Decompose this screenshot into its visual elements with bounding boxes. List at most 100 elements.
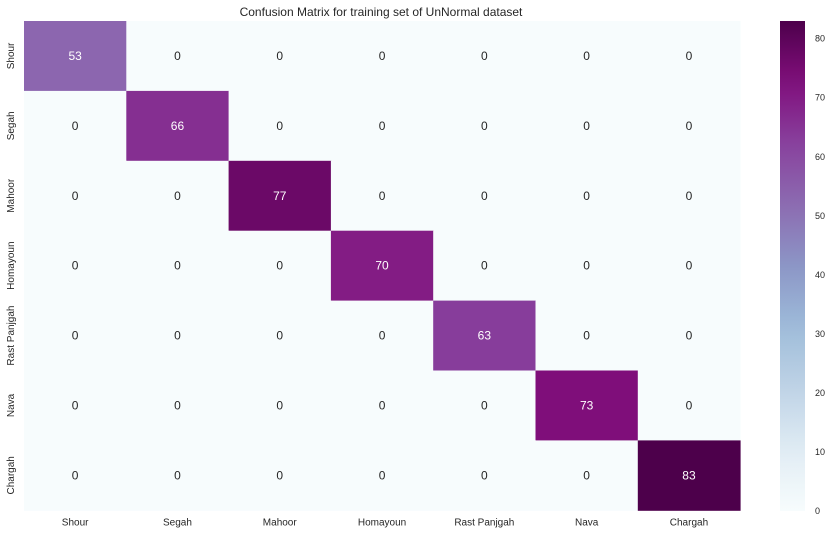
cell-value-label: 0 bbox=[686, 49, 693, 63]
cell-value-label: 0 bbox=[72, 259, 79, 273]
cell-value-label: 0 bbox=[174, 189, 181, 203]
heatmap-cell bbox=[535, 300, 639, 371]
cell-value-label: 0 bbox=[276, 398, 283, 412]
cell-value-label: 0 bbox=[174, 49, 181, 63]
cell-value-label: 0 bbox=[686, 398, 693, 412]
cell-value-label: 0 bbox=[686, 259, 693, 273]
cell-value-label: 0 bbox=[72, 189, 79, 203]
colorbar-tick-label: 80 bbox=[815, 34, 825, 44]
heatmap-cell bbox=[535, 230, 639, 302]
heatmap-cell bbox=[637, 90, 741, 162]
cell-value-label: 0 bbox=[379, 329, 386, 343]
colorbar-tick-label: 0 bbox=[815, 506, 820, 516]
cell-value-label: 0 bbox=[72, 329, 79, 343]
heatmap-cell bbox=[433, 230, 536, 302]
heatmap-cell bbox=[637, 160, 741, 232]
cell-value-label: 0 bbox=[379, 119, 386, 133]
heatmap-cell bbox=[126, 370, 230, 441]
y-tick-label: Shour bbox=[6, 42, 17, 69]
cell-value-label: 70 bbox=[375, 259, 389, 273]
heatmap-cell bbox=[126, 230, 230, 302]
heatmap-cell bbox=[535, 160, 639, 232]
heatmap-cell bbox=[535, 90, 639, 162]
cell-value-label: 0 bbox=[686, 329, 693, 343]
cell-value-label: 63 bbox=[478, 329, 492, 343]
heatmap-cell bbox=[637, 300, 741, 371]
cell-value-label: 0 bbox=[481, 398, 488, 412]
cell-value-label: 0 bbox=[583, 49, 590, 63]
heatmap-cell bbox=[126, 90, 230, 162]
cell-value-label: 0 bbox=[174, 329, 181, 343]
heatmap-cell bbox=[433, 300, 536, 371]
cell-value-label: 0 bbox=[379, 398, 386, 412]
heatmap-cell bbox=[126, 300, 230, 371]
cell-value-label: 0 bbox=[379, 189, 386, 203]
cell-value-label: 0 bbox=[583, 189, 590, 203]
y-tick-label: Rast Panjgah bbox=[6, 306, 17, 366]
heatmap-cell bbox=[24, 21, 127, 92]
heatmap-cell bbox=[637, 230, 741, 302]
heatmap-cell bbox=[637, 440, 741, 511]
cell-value-label: 0 bbox=[72, 119, 79, 133]
y-tick-label: Homayoun bbox=[6, 241, 17, 289]
cell-value-label: 66 bbox=[171, 119, 185, 133]
cell-value-label: 0 bbox=[276, 329, 283, 343]
heatmap-cell bbox=[433, 370, 536, 441]
heatmap-cell bbox=[535, 21, 639, 92]
cell-value-label: 0 bbox=[481, 49, 488, 63]
heatmap-cell bbox=[24, 230, 127, 302]
cell-value-label: 0 bbox=[276, 119, 283, 133]
heatmap-cell bbox=[24, 90, 127, 162]
x-tick-label: Rast Panjgah bbox=[454, 517, 514, 528]
heatmap-cell bbox=[228, 90, 332, 162]
cell-value-label: 0 bbox=[379, 49, 386, 63]
cell-value-label: 0 bbox=[174, 259, 181, 273]
heatmap-cell bbox=[433, 160, 536, 232]
heatmap-cell bbox=[433, 90, 536, 162]
cell-value-label: 83 bbox=[682, 468, 696, 482]
x-tick-labels: Shour Segah Mahoor Homayoun Rast Panjgah Nava… bbox=[62, 517, 708, 528]
heatmap-cell bbox=[228, 300, 332, 371]
heatmap-cell bbox=[126, 160, 230, 232]
colorbar-gradient bbox=[780, 21, 805, 511]
cell-value-label: 0 bbox=[174, 398, 181, 412]
heatmap-cell bbox=[24, 440, 127, 511]
cell-value-label: 0 bbox=[481, 119, 488, 133]
heatmap-cell bbox=[330, 300, 434, 371]
heatmap-cell bbox=[637, 370, 741, 441]
heatmap-cell bbox=[637, 21, 741, 92]
cell-value-label: 0 bbox=[583, 468, 590, 482]
cell-value-label: 0 bbox=[583, 329, 590, 343]
heatmap-cell bbox=[24, 300, 127, 371]
cell-value-label: 0 bbox=[686, 189, 693, 203]
heatmap-cell bbox=[330, 160, 434, 232]
cell-value-label: 0 bbox=[583, 119, 590, 133]
heatmap-cell bbox=[24, 370, 127, 441]
x-tick-label: Nava bbox=[575, 517, 599, 528]
heatmap-cell bbox=[228, 160, 332, 232]
heatmap-cell bbox=[330, 230, 434, 302]
cell-value-label: 73 bbox=[580, 398, 594, 412]
cell-value-label: 0 bbox=[379, 468, 386, 482]
cell-value-label: 0 bbox=[481, 468, 488, 482]
colorbar-tick-label: 10 bbox=[815, 447, 825, 457]
x-tick-label: Segah bbox=[163, 517, 192, 528]
cell-value-label: 0 bbox=[174, 468, 181, 482]
colorbar-tick-label: 60 bbox=[815, 152, 825, 162]
cell-value-label: 0 bbox=[72, 398, 79, 412]
cell-value-label: 0 bbox=[276, 49, 283, 63]
heatmap-cell bbox=[228, 21, 332, 92]
heatmap-cell bbox=[330, 440, 434, 511]
heatmap-cell bbox=[126, 21, 230, 92]
y-tick-label: Nava bbox=[6, 393, 17, 417]
chart-title: Confusion Matrix for training set of UnN… bbox=[240, 5, 523, 19]
cell-value-label: 0 bbox=[276, 259, 283, 273]
cell-value-label: 0 bbox=[72, 468, 79, 482]
cell-value-label: 0 bbox=[481, 259, 488, 273]
colorbar-tick-label: 40 bbox=[815, 270, 825, 280]
cell-value-label: 0 bbox=[276, 468, 283, 482]
colorbar-tick-label: 30 bbox=[815, 329, 825, 339]
y-tick-labels: Shour Segah Mahoor Homayoun Rast Panjgah Nava… bbox=[6, 42, 17, 495]
